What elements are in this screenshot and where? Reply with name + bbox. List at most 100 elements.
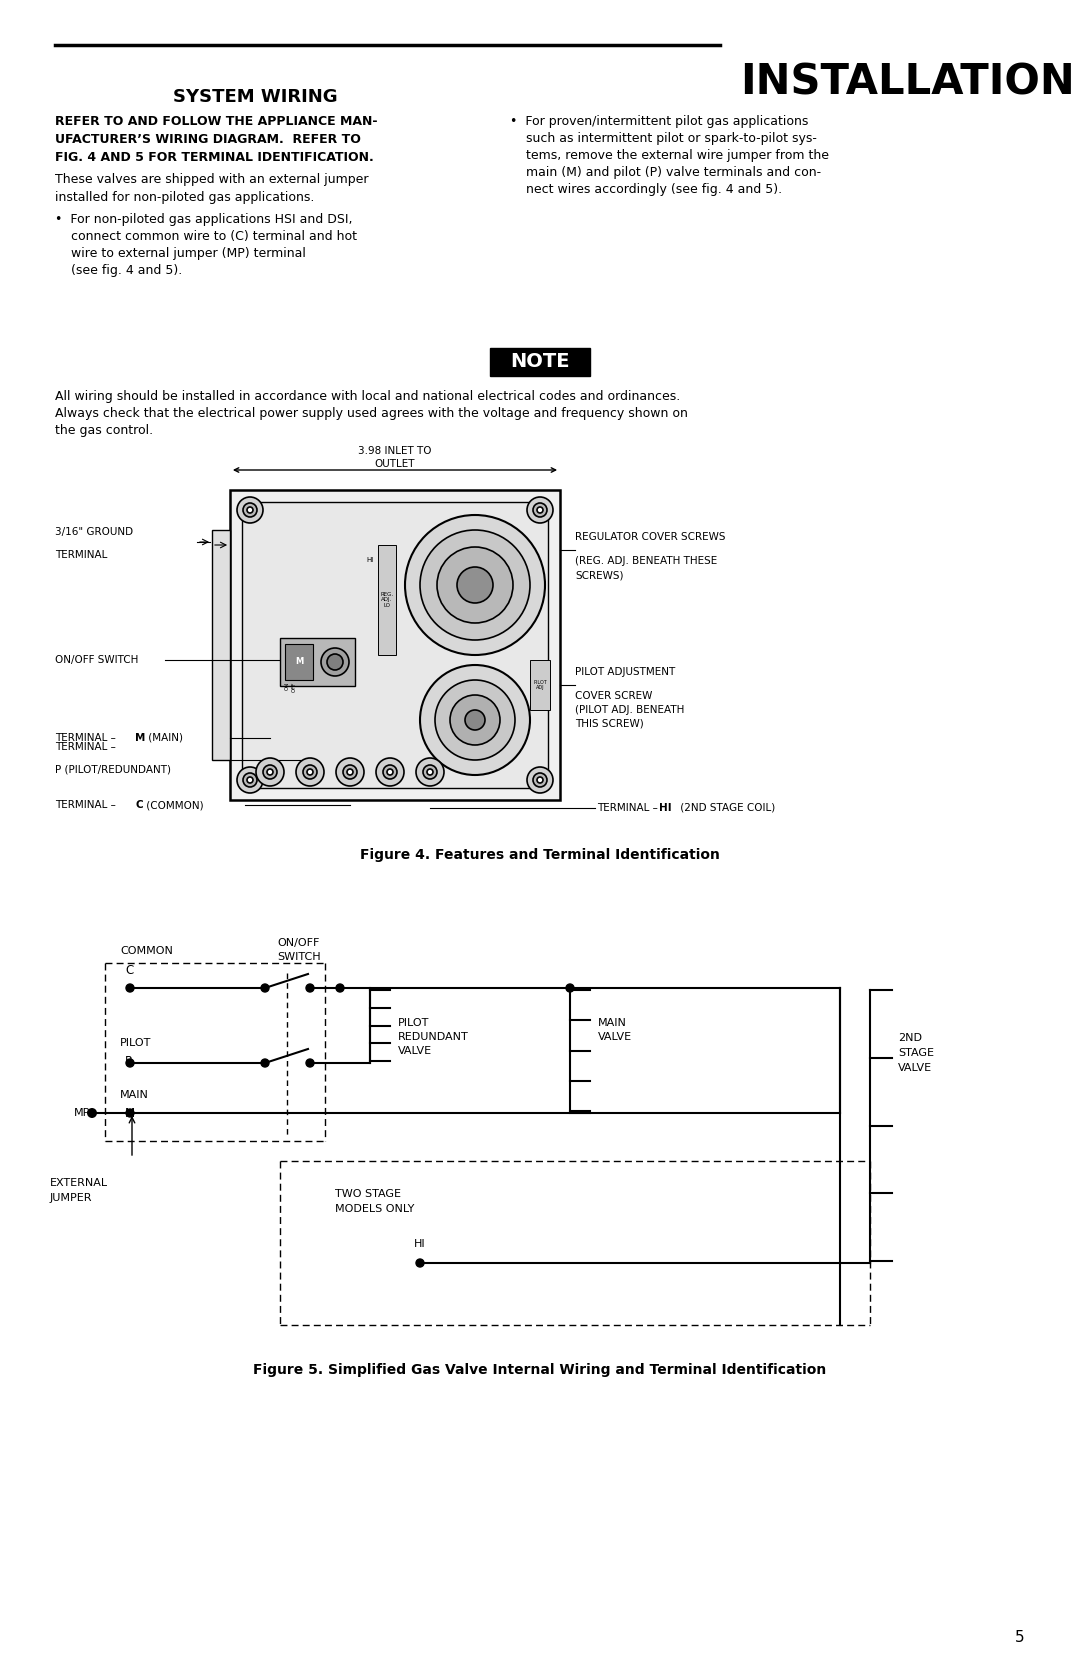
Circle shape bbox=[336, 758, 364, 786]
Text: SCREWS): SCREWS) bbox=[575, 571, 623, 581]
Circle shape bbox=[527, 497, 553, 522]
Bar bbox=[490, 349, 590, 376]
Text: M: M bbox=[135, 733, 146, 743]
Text: VALVE: VALVE bbox=[399, 1046, 432, 1056]
Circle shape bbox=[243, 502, 257, 517]
Text: VALVE: VALVE bbox=[598, 1031, 632, 1041]
Text: (MAIN): (MAIN) bbox=[145, 733, 183, 743]
Circle shape bbox=[465, 709, 485, 729]
Text: 3.98 INLET TO: 3.98 INLET TO bbox=[359, 446, 432, 456]
Circle shape bbox=[405, 516, 545, 654]
Text: MP: MP bbox=[73, 1108, 90, 1118]
Text: TERMINAL –: TERMINAL – bbox=[597, 803, 661, 813]
Circle shape bbox=[527, 768, 553, 793]
Text: P (PILOT/REDUNDANT): P (PILOT/REDUNDANT) bbox=[55, 764, 171, 774]
Text: REG.
ADJ.
LO: REG. ADJ. LO bbox=[380, 592, 393, 608]
Circle shape bbox=[267, 769, 273, 774]
Circle shape bbox=[126, 1060, 134, 1066]
Text: HI: HI bbox=[415, 1238, 426, 1248]
Circle shape bbox=[327, 654, 343, 669]
Text: tems, remove the external wire jumper from the: tems, remove the external wire jumper fr… bbox=[510, 149, 829, 162]
Text: VALVE: VALVE bbox=[897, 1063, 932, 1073]
Text: (COMMON): (COMMON) bbox=[143, 799, 204, 809]
Circle shape bbox=[383, 764, 397, 779]
Text: NOTE: NOTE bbox=[510, 352, 570, 371]
Circle shape bbox=[256, 758, 284, 786]
Text: main (M) and pilot (P) valve terminals and con-: main (M) and pilot (P) valve terminals a… bbox=[510, 165, 821, 179]
Circle shape bbox=[307, 769, 313, 774]
Text: wire to external jumper (MP) terminal: wire to external jumper (MP) terminal bbox=[55, 247, 306, 260]
Text: PILOT: PILOT bbox=[399, 1018, 430, 1028]
Text: THIS SCREW): THIS SCREW) bbox=[575, 719, 644, 729]
Text: ON/OFF SWITCH: ON/OFF SWITCH bbox=[55, 654, 138, 664]
Text: FIG. 4 AND 5 FOR TERMINAL IDENTIFICATION.: FIG. 4 AND 5 FOR TERMINAL IDENTIFICATION… bbox=[55, 150, 374, 164]
Circle shape bbox=[336, 985, 345, 991]
Text: 3/16" GROUND: 3/16" GROUND bbox=[55, 527, 133, 537]
Text: REFER TO AND FOLLOW THE APPLIANCE MAN-: REFER TO AND FOLLOW THE APPLIANCE MAN- bbox=[55, 115, 378, 129]
Circle shape bbox=[537, 778, 543, 783]
Circle shape bbox=[566, 985, 573, 991]
Text: COMMON: COMMON bbox=[120, 946, 173, 956]
Circle shape bbox=[435, 679, 515, 759]
Text: (PILOT ADJ. BENEATH: (PILOT ADJ. BENEATH bbox=[575, 704, 685, 714]
Text: INSTALLATION: INSTALLATION bbox=[740, 62, 1075, 103]
Bar bbox=[212, 531, 230, 759]
Text: such as intermittent pilot or spark-to-pilot sys-: such as intermittent pilot or spark-to-p… bbox=[510, 132, 816, 145]
Circle shape bbox=[261, 1060, 269, 1066]
Circle shape bbox=[306, 1060, 314, 1066]
Text: P: P bbox=[125, 1055, 132, 1068]
Circle shape bbox=[347, 769, 353, 774]
Circle shape bbox=[87, 1108, 97, 1118]
Text: UFACTURER’S WIRING DIAGRAM.  REFER TO: UFACTURER’S WIRING DIAGRAM. REFER TO bbox=[55, 134, 361, 145]
Text: COVER SCREW: COVER SCREW bbox=[575, 691, 652, 701]
Text: •  For proven/intermittent pilot gas applications: • For proven/intermittent pilot gas appl… bbox=[510, 115, 808, 129]
Text: TERMINAL –: TERMINAL – bbox=[55, 799, 119, 809]
Text: EXTERNAL: EXTERNAL bbox=[50, 1178, 108, 1188]
Text: All wiring should be installed in accordance with local and national electrical : All wiring should be installed in accord… bbox=[55, 391, 680, 402]
Text: MAIN: MAIN bbox=[120, 1090, 149, 1100]
Text: M: M bbox=[125, 1107, 135, 1120]
Text: TWO STAGE: TWO STAGE bbox=[335, 1188, 401, 1198]
Circle shape bbox=[416, 1258, 424, 1267]
Circle shape bbox=[247, 778, 253, 783]
Circle shape bbox=[420, 664, 530, 774]
Text: TERMINAL –: TERMINAL – bbox=[55, 733, 119, 743]
Bar bbox=[378, 546, 396, 654]
Bar bbox=[230, 491, 561, 799]
Text: TERMINAL: TERMINAL bbox=[55, 551, 107, 561]
Text: Always check that the electrical power supply used agrees with the voltage and f: Always check that the electrical power s… bbox=[55, 407, 688, 421]
Circle shape bbox=[387, 769, 393, 774]
Circle shape bbox=[237, 768, 264, 793]
Text: (see fig. 4 and 5).: (see fig. 4 and 5). bbox=[55, 264, 183, 277]
Circle shape bbox=[427, 769, 433, 774]
Text: M: M bbox=[295, 658, 303, 666]
Circle shape bbox=[376, 758, 404, 786]
Circle shape bbox=[264, 764, 276, 779]
Circle shape bbox=[534, 773, 546, 788]
Text: Figure 4. Features and Terminal Identification: Figure 4. Features and Terminal Identifi… bbox=[360, 848, 720, 861]
Circle shape bbox=[303, 764, 318, 779]
Text: •  For non-piloted gas applications HSI and DSI,: • For non-piloted gas applications HSI a… bbox=[55, 214, 352, 225]
Text: STAGE: STAGE bbox=[897, 1048, 934, 1058]
Text: 5: 5 bbox=[1015, 1631, 1025, 1646]
Text: connect common wire to (C) terminal and hot: connect common wire to (C) terminal and … bbox=[55, 230, 357, 244]
Text: TERMINAL –: TERMINAL – bbox=[55, 743, 116, 753]
Circle shape bbox=[126, 1108, 134, 1117]
Circle shape bbox=[306, 985, 314, 991]
Text: the gas control.: the gas control. bbox=[55, 424, 153, 437]
Circle shape bbox=[423, 764, 437, 779]
Text: OUTLET: OUTLET bbox=[375, 459, 415, 469]
Text: ON/OFF: ON/OFF bbox=[276, 938, 320, 948]
Text: Figure 5. Simplified Gas Valve Internal Wiring and Terminal Identification: Figure 5. Simplified Gas Valve Internal … bbox=[254, 1364, 826, 1377]
Bar bbox=[280, 638, 355, 686]
Text: (2ND STAGE COIL): (2ND STAGE COIL) bbox=[677, 803, 775, 813]
Bar bbox=[242, 502, 548, 788]
Text: SWITCH: SWITCH bbox=[276, 951, 321, 961]
Text: C: C bbox=[125, 965, 133, 976]
Circle shape bbox=[416, 758, 444, 786]
Circle shape bbox=[437, 547, 513, 623]
Text: (REG. ADJ. BENEATH THESE: (REG. ADJ. BENEATH THESE bbox=[575, 556, 717, 566]
Circle shape bbox=[450, 694, 500, 744]
Text: HI: HI bbox=[366, 557, 374, 562]
Text: C: C bbox=[135, 799, 143, 809]
